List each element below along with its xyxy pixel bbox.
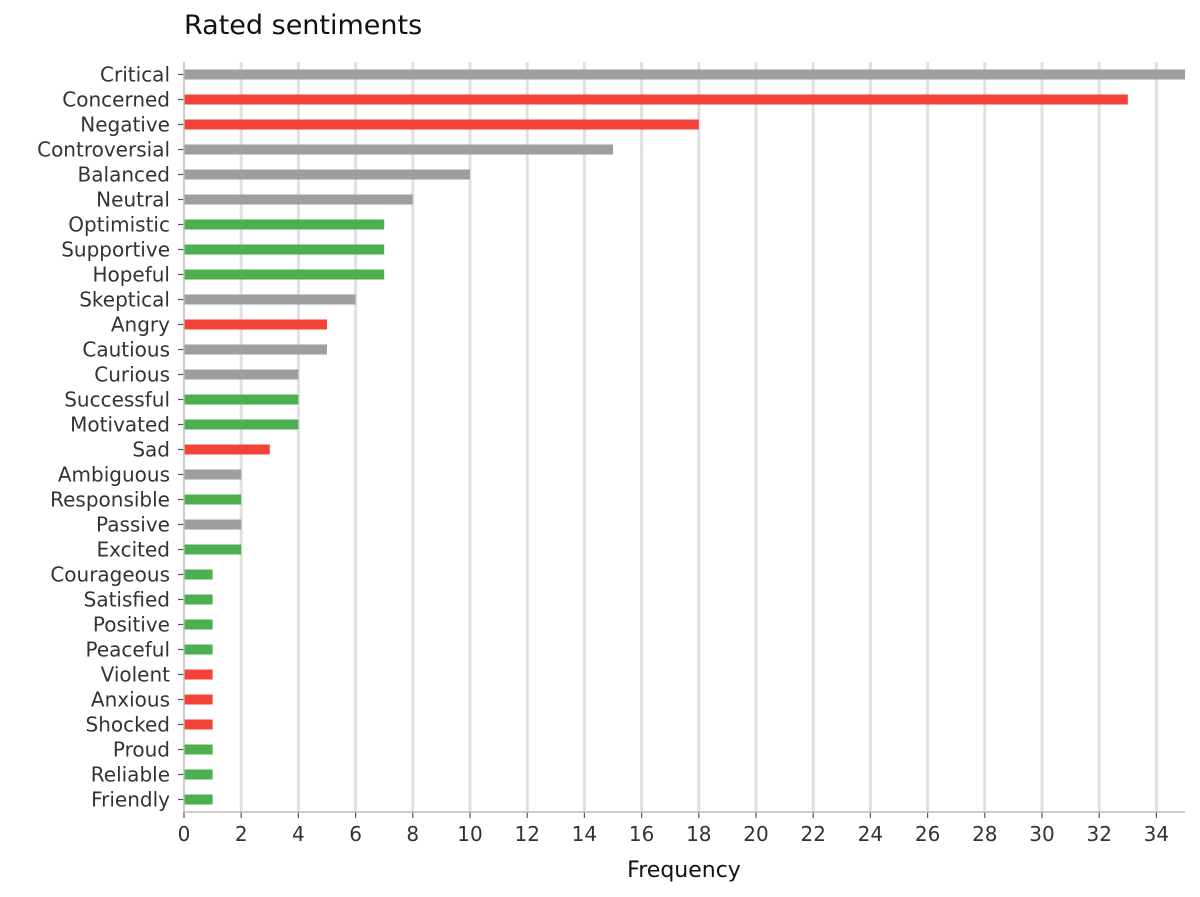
bar <box>184 394 299 405</box>
bar <box>184 244 385 255</box>
axes <box>178 62 1185 818</box>
y-tick-label: Hopeful <box>92 263 170 287</box>
y-tick-label: Responsible <box>50 488 170 512</box>
bar <box>184 419 299 430</box>
bar <box>184 369 299 380</box>
y-tick-label: Satisfied <box>84 588 170 612</box>
bar <box>184 144 613 155</box>
y-tick-label: Ambiguous <box>58 463 170 487</box>
y-tick-label: Balanced <box>78 163 170 187</box>
bar <box>184 319 327 330</box>
bar <box>184 219 385 230</box>
bar <box>184 569 213 580</box>
x-tick-label: 26 <box>915 822 940 846</box>
x-tick-label: 28 <box>972 822 997 846</box>
x-tick-label: 18 <box>686 822 711 846</box>
bar <box>184 444 270 455</box>
y-tick-label: Supportive <box>61 238 170 262</box>
x-tick-label: 32 <box>1086 822 1111 846</box>
bar <box>184 194 413 205</box>
x-tick-label: 4 <box>292 822 305 846</box>
x-tick-label: 8 <box>406 822 419 846</box>
bar <box>184 69 1185 80</box>
grid-lines <box>239 62 1158 812</box>
y-tick-label: Excited <box>96 538 170 562</box>
x-tick-label: 16 <box>629 822 654 846</box>
y-tick-label: Angry <box>111 313 170 337</box>
x-tick-label: 20 <box>743 822 768 846</box>
y-tick-label: Passive <box>96 513 170 537</box>
x-tick-label: 14 <box>572 822 597 846</box>
bar <box>184 744 213 755</box>
y-tick-label: Successful <box>64 388 170 412</box>
chart-title: Rated sentiments <box>184 10 423 41</box>
bar <box>184 469 242 480</box>
x-tick-label: 6 <box>349 822 362 846</box>
y-tick-label: Skeptical <box>79 288 170 312</box>
y-tick-label: Controversial <box>37 138 170 162</box>
y-tick-label: Courageous <box>50 563 170 587</box>
x-tick-label: 30 <box>1029 822 1054 846</box>
bar <box>184 119 699 130</box>
bar <box>184 694 213 705</box>
x-tick-label: 12 <box>514 822 539 846</box>
bar <box>184 594 213 605</box>
x-tick-label: 2 <box>235 822 248 846</box>
x-tick-labels: 0 2 4 6 8 10 12 14 16 18 20 22 24 26 28 30 32 34 <box>178 822 1169 846</box>
y-tick-label: Friendly <box>91 788 170 812</box>
bar <box>184 794 213 805</box>
bar <box>184 544 242 555</box>
y-tick-label: Curious <box>94 363 170 387</box>
y-tick-label: Shocked <box>86 713 170 737</box>
y-tick-label: Negative <box>80 113 170 137</box>
bar <box>184 169 470 180</box>
x-tick-label: 34 <box>1144 822 1169 846</box>
y-tick-label: Positive <box>93 613 170 637</box>
bar <box>184 644 213 655</box>
bar <box>184 269 385 280</box>
y-tick-label: Sad <box>132 438 170 462</box>
x-tick-label: 10 <box>457 822 482 846</box>
y-tick-label: Cautious <box>82 338 170 362</box>
x-tick-label: 22 <box>800 822 825 846</box>
y-tick-label: Optimistic <box>68 213 170 237</box>
bar <box>184 494 242 505</box>
y-tick-label: Critical <box>100 63 170 87</box>
y-tick-label: Neutral <box>96 188 170 212</box>
bar <box>184 619 213 630</box>
bar <box>184 94 1128 105</box>
y-tick-label: Reliable <box>91 763 170 787</box>
y-tick-labels: CriticalConcernedNegativeControversialBa… <box>37 63 170 812</box>
y-tick-label: Proud <box>113 738 170 762</box>
bar <box>184 769 213 780</box>
bar <box>184 519 242 530</box>
y-tick-label: Motivated <box>70 413 170 437</box>
bar <box>184 669 213 680</box>
x-axis-label: Frequency <box>627 858 741 883</box>
y-tick-label: Peaceful <box>86 638 170 662</box>
y-tick-label: Violent <box>101 663 171 687</box>
y-tick-label: Anxious <box>91 688 170 712</box>
bars <box>184 69 1185 805</box>
y-tick-label: Concerned <box>62 88 170 112</box>
bar <box>184 344 327 355</box>
x-tick-label: 0 <box>178 822 191 846</box>
bar <box>184 719 213 730</box>
bar <box>184 294 356 305</box>
x-tick-label: 24 <box>858 822 883 846</box>
